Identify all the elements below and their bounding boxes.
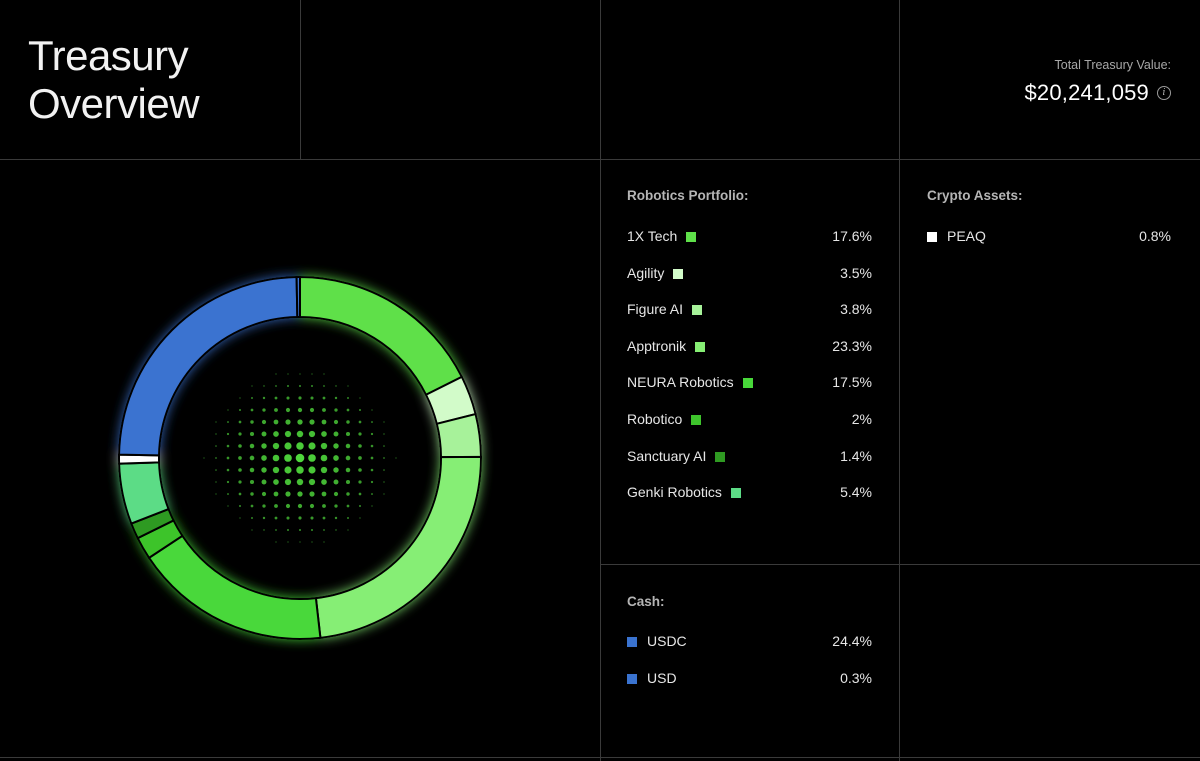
page-title-line2: Overview <box>28 80 200 127</box>
legend-item-percent: 17.5% <box>832 374 872 391</box>
legend-item-peaq: PEAQ 0.8% <box>927 228 1171 265</box>
crypto-assets-list: PEAQ 0.8% <box>927 228 1171 265</box>
legend-item-usdc: USDC 24.4% <box>627 633 872 670</box>
grid-divider <box>0 159 1200 160</box>
page-title: Treasury Overview <box>28 32 200 128</box>
legend-swatch <box>730 488 741 499</box>
grid-divider <box>600 564 1200 565</box>
legend-item-name: Agility <box>627 264 665 281</box>
cash-title: Cash: <box>627 594 665 609</box>
donut-slice-1x-tech <box>299 275 464 397</box>
legend-swatch <box>691 414 702 425</box>
robotics-portfolio-title: Robotics Portfolio: <box>627 188 749 203</box>
total-treasury-value: $20,241,059 <box>1024 80 1149 105</box>
allocation-donut-chart <box>118 275 483 640</box>
legend-item-percent: 0.3% <box>840 669 872 686</box>
legend-item-name: USD <box>647 669 677 686</box>
legend-item-sanctuary-ai: Sanctuary AI 1.4% <box>627 448 872 485</box>
legend-item-name: Sanctuary AI <box>627 447 707 464</box>
page-title-line1: Treasury <box>28 32 189 79</box>
legend-item-percent: 23.3% <box>832 337 872 354</box>
legend-item-percent: 17.6% <box>832 228 872 244</box>
legend-swatch <box>627 673 637 684</box>
legend-swatch <box>686 232 697 242</box>
legend-swatch <box>627 637 637 647</box>
total-treasury-row: $20,241,059 i <box>1024 80 1171 106</box>
legend-swatch <box>692 305 703 316</box>
legend-item-percent: 3.5% <box>840 264 872 281</box>
cash-list: USDC 24.4% USD 0.3% <box>627 633 872 706</box>
legend-item-agility: Agility 3.5% <box>627 265 872 302</box>
grid-divider <box>300 0 301 159</box>
legend-swatch <box>673 268 684 279</box>
donut-slice-apptronik <box>314 455 482 639</box>
legend-item-name: 1X Tech <box>627 228 678 244</box>
legend-item-figure-ai: Figure AI 3.8% <box>627 301 872 338</box>
center-dot-pattern <box>203 373 397 543</box>
total-treasury-label: Total Treasury Value: <box>1054 58 1172 72</box>
legend-item-percent: 3.8% <box>840 301 872 318</box>
grid-divider <box>600 0 601 761</box>
legend-item-robotico: Robotico 2% <box>627 411 872 448</box>
legend-item-1x-tech: 1X Tech 17.6% <box>627 228 872 265</box>
legend-item-percent: 1.4% <box>840 447 872 464</box>
legend-item-percent: 2% <box>851 410 872 427</box>
legend-swatch <box>715 451 726 462</box>
legend-item-name: Genki Robotics <box>627 484 722 501</box>
legend-item-neura-robotics: NEURA Robotics 17.5% <box>627 374 872 411</box>
robotics-portfolio-list: 1X Tech 17.6% Agility 3.5% Figure AI 3.8% Appt… <box>627 228 872 521</box>
legend-item-genki-robotics: Genki Robotics 5.4% <box>627 484 872 521</box>
legend-swatch <box>695 341 706 352</box>
grid-divider <box>899 0 900 761</box>
legend-item-name: Robotico <box>627 410 683 427</box>
legend-item-apptronik: Apptronik 23.3% <box>627 338 872 375</box>
donut-slice-usd <box>295 275 301 319</box>
donut-slice-neura-robotics <box>147 534 322 640</box>
legend-item-name: Figure AI <box>627 301 684 318</box>
legend-item-name: NEURA Robotics <box>627 374 734 391</box>
legend-item-usd: USD 0.3% <box>627 670 872 707</box>
legend-item-percent: 24.4% <box>832 633 872 649</box>
donut-slice-usdc <box>118 276 299 457</box>
info-icon[interactable]: i <box>1157 86 1171 100</box>
grid-divider <box>0 757 1200 758</box>
legend-item-name: USDC <box>647 633 687 649</box>
crypto-assets-title: Crypto Assets: <box>927 188 1023 203</box>
legend-item-name: PEAQ <box>947 228 986 244</box>
legend-swatch <box>742 378 753 389</box>
legend-item-percent: 5.4% <box>840 484 872 501</box>
legend-item-name: Apptronik <box>627 337 687 354</box>
legend-swatch <box>927 232 937 242</box>
legend-item-percent: 0.8% <box>1139 228 1171 244</box>
